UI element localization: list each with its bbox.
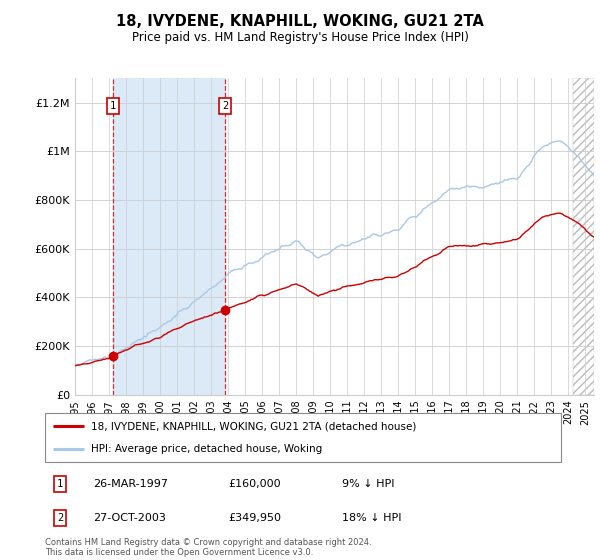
Text: 18, IVYDENE, KNAPHILL, WOKING, GU21 2TA (detached house): 18, IVYDENE, KNAPHILL, WOKING, GU21 2TA … (91, 421, 417, 431)
Text: £349,950: £349,950 (228, 513, 281, 523)
FancyBboxPatch shape (45, 413, 561, 462)
Text: £160,000: £160,000 (228, 479, 281, 489)
Text: HPI: Average price, detached house, Woking: HPI: Average price, detached house, Woki… (91, 444, 323, 454)
Text: 1: 1 (57, 479, 63, 489)
Bar (573, 78, 594, 395)
Text: 2: 2 (57, 513, 63, 523)
Text: 1: 1 (110, 101, 116, 111)
Text: 27-OCT-2003: 27-OCT-2003 (93, 513, 166, 523)
Text: 9% ↓ HPI: 9% ↓ HPI (342, 479, 395, 489)
Text: 26-MAR-1997: 26-MAR-1997 (93, 479, 168, 489)
Bar (113, 78, 225, 395)
Bar (573, 78, 594, 395)
Text: 18% ↓ HPI: 18% ↓ HPI (342, 513, 401, 523)
Text: Contains HM Land Registry data © Crown copyright and database right 2024.
This d: Contains HM Land Registry data © Crown c… (45, 538, 371, 557)
Text: 18, IVYDENE, KNAPHILL, WOKING, GU21 2TA: 18, IVYDENE, KNAPHILL, WOKING, GU21 2TA (116, 14, 484, 29)
Text: Price paid vs. HM Land Registry's House Price Index (HPI): Price paid vs. HM Land Registry's House … (131, 31, 469, 44)
Text: 2: 2 (222, 101, 228, 111)
